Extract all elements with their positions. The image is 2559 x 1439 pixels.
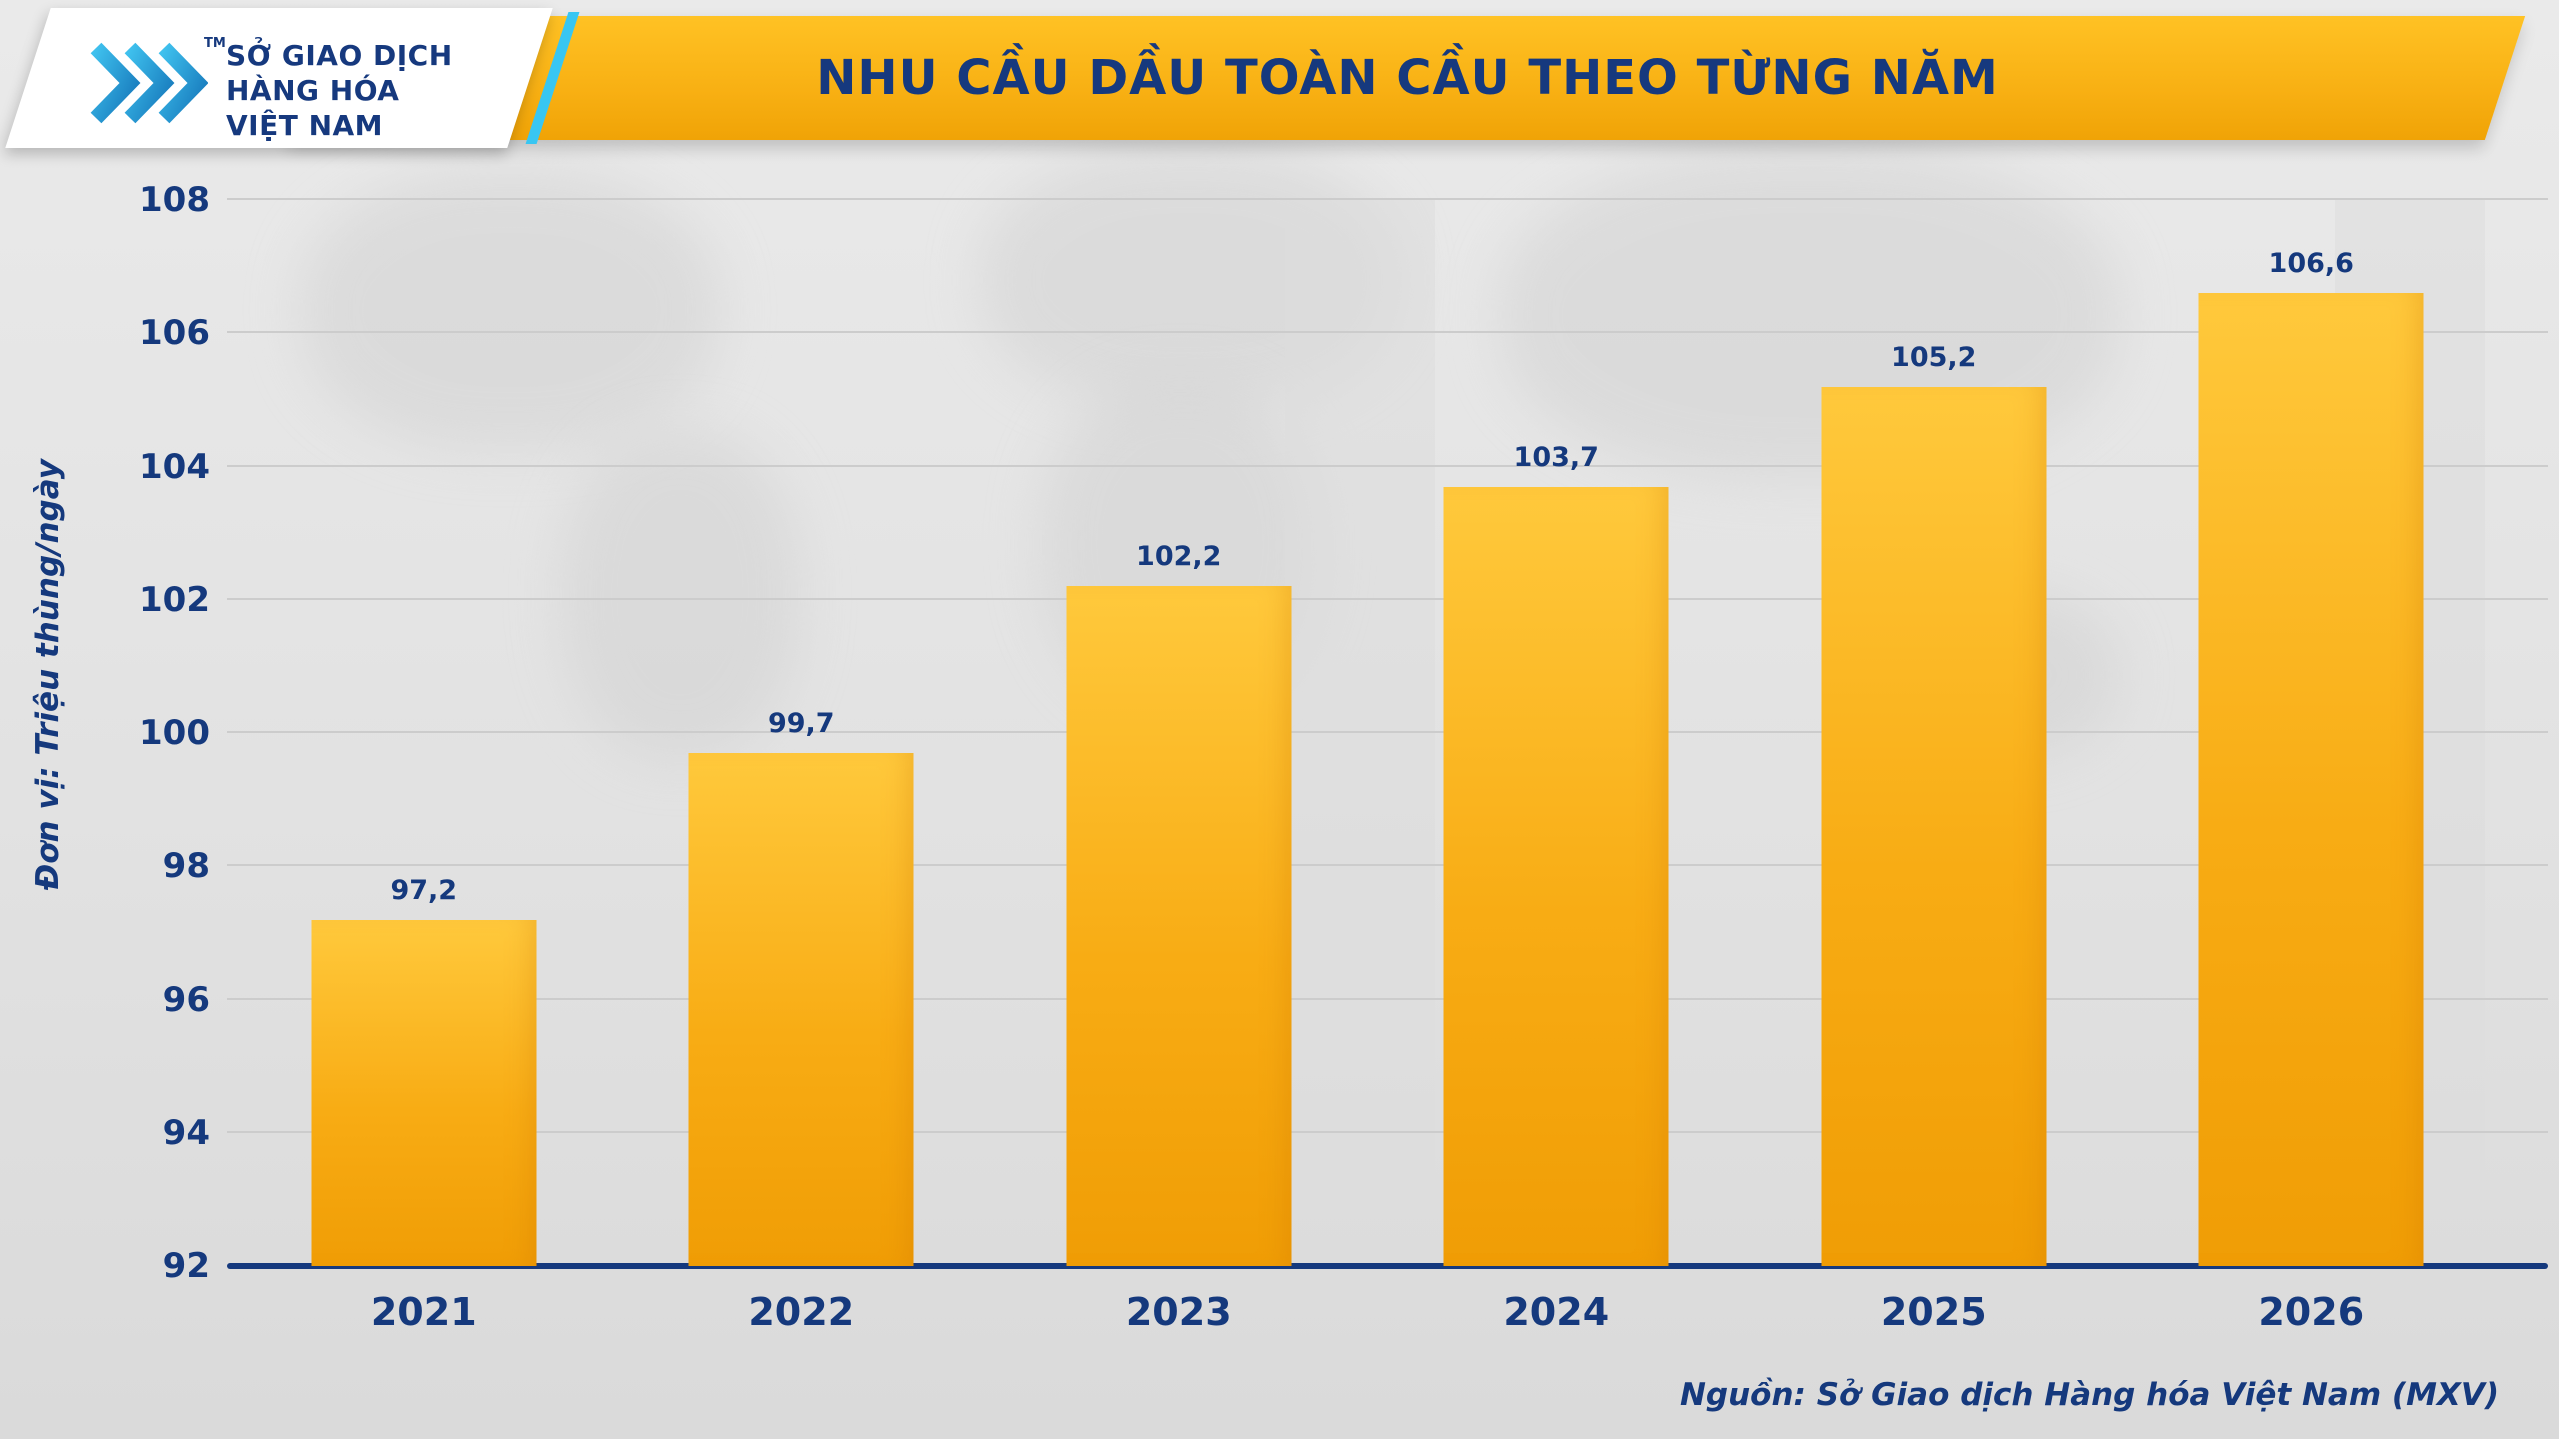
bar-2025 [1821, 386, 2047, 1266]
bar-2026 [2198, 293, 2424, 1266]
y-tick-label: 98 [162, 846, 210, 887]
gridline [227, 597, 2548, 600]
bar-slot-2026: 106,6 2026 [2123, 200, 2501, 1334]
source-note: Nguồn: Sở Giao dịch Hàng hóa Việt Nam (M… [1679, 1377, 2499, 1413]
logo-text: SỞ GIAO DỊCH HÀNG HÓA VIỆT NAM [226, 38, 453, 143]
map-watermark [300, 170, 720, 450]
bar-2021 [311, 919, 537, 1266]
gridline [227, 997, 2548, 1000]
y-tick-label: 102 [139, 579, 210, 620]
gridline [227, 331, 2548, 334]
gridlines [227, 198, 2548, 1269]
bar-value-label: 97,2 [390, 874, 458, 906]
x-axis-label: 2024 [1503, 1290, 1610, 1334]
plot-area: 97,2 2021 99,7 2022 102,2 2023 103,7 2024 105,2 2… [227, 198, 2548, 1334]
bar-series: 97,2 2021 99,7 2022 102,2 2023 103,7 2024 105,2 2… [235, 200, 2501, 1334]
x-axis-label: 2023 [1125, 1290, 1232, 1334]
ghost-bar-watermark [1285, 200, 1435, 1266]
y-tick-label: 96 [162, 979, 210, 1020]
bar-value-label: 103,7 [1513, 441, 1599, 473]
y-tick-label: 94 [162, 1112, 210, 1153]
bar-slot-2023: 102,2 2023 [990, 200, 1368, 1334]
bar-slot-2022: 99,7 2022 [613, 200, 991, 1334]
y-tick-label: 100 [139, 713, 210, 753]
bar-2023 [1066, 586, 1292, 1266]
y-tick-label: 104 [139, 446, 210, 487]
gridline [227, 864, 2548, 867]
bar-value-label: 99,7 [767, 708, 835, 739]
y-tick-label: 92 [162, 1246, 210, 1286]
logo-line-1: SỞ GIAO DỊCH [226, 39, 453, 72]
y-tick-label: 108 [139, 180, 210, 220]
gridline [227, 464, 2548, 467]
map-watermark [560, 430, 800, 760]
x-axis-label: 2022 [748, 1290, 855, 1334]
logo-line-3: VIỆT NAM [226, 109, 384, 142]
gridline [227, 198, 2548, 200]
mxv-logo: TM SỞ GIAO DỊCH HÀNG HÓA VIỆT NAM [28, 8, 530, 148]
bar-slot-2025: 105,2 2025 [1745, 200, 2123, 1334]
bar-2024 [1443, 486, 1669, 1266]
bar-slot-2024: 103,7 2024 [1368, 200, 1746, 1334]
x-axis-label: 2026 [2258, 1290, 2365, 1334]
bar-slot-2021: 97,2 2021 [235, 200, 613, 1334]
trademark-label: TM [204, 36, 226, 51]
logo-line-2: HÀNG HÓA [226, 74, 400, 107]
y-tick-label: 106 [139, 313, 210, 354]
y-axis-ticks: 92 94 96 98 100 102 104 106 108 [80, 180, 210, 1286]
x-axis-baseline [227, 1263, 2548, 1269]
gridline [227, 1130, 2548, 1133]
mxv-chevrons-icon [90, 42, 208, 124]
gridline [227, 731, 2548, 733]
x-axis-label: 2025 [1880, 1290, 1987, 1334]
chart-title: NHU CẦU DẦU TOÀN CẦU THEO TỪNG NĂM [816, 50, 1999, 106]
x-axis-label: 2021 [370, 1290, 477, 1334]
bar-value-label: 102,2 [1136, 541, 1222, 573]
y-axis-title: Đơn vị: Triệu thùng/ngày [30, 459, 66, 891]
bar-value-label: 105,2 [1891, 341, 1977, 373]
bar-value-label: 106,6 [2268, 248, 2354, 280]
bar-2022 [688, 753, 914, 1266]
